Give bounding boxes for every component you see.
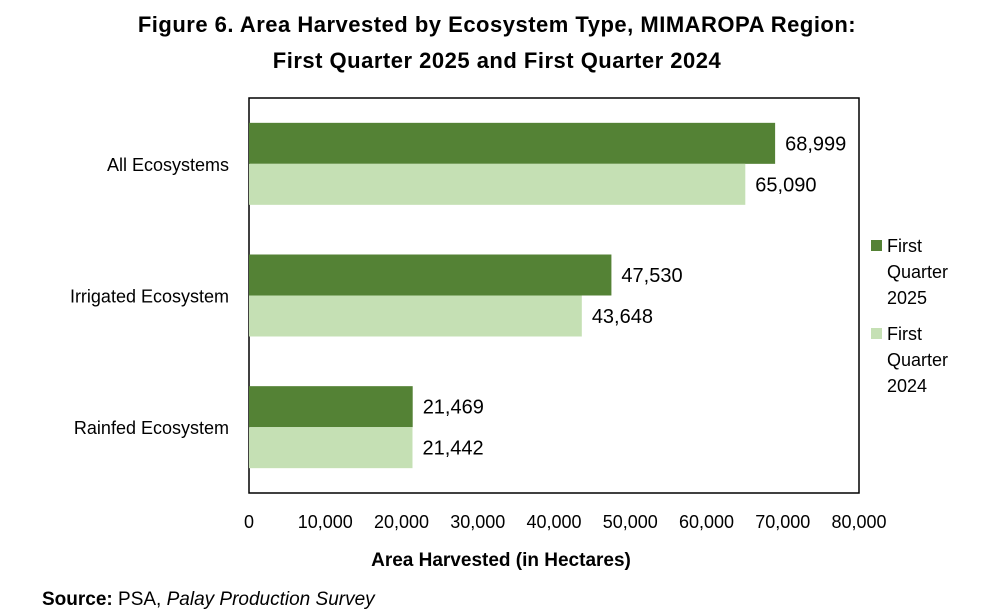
- bar-first-quarter-2024: [249, 427, 413, 469]
- category-label: Irrigated Ecosystem: [70, 287, 229, 307]
- x-tick-label: 20,000: [374, 512, 429, 532]
- chart-title-line-2: First Quarter 2025 and First Quarter 202…: [272, 48, 722, 73]
- x-tick-label: 50,000: [603, 512, 658, 532]
- bar-first-quarter-2025: [249, 254, 612, 296]
- x-tick-label: 30,000: [450, 512, 505, 532]
- data-label: 65,090: [755, 174, 816, 196]
- x-tick-label: 60,000: [679, 512, 734, 532]
- legend-swatch: [871, 328, 882, 339]
- legend-label: Quarter: [887, 350, 948, 370]
- data-label: 68,999: [785, 133, 846, 155]
- category-label: All Ecosystems: [107, 155, 229, 175]
- legend-label: First: [887, 236, 922, 256]
- legend-label: 2024: [887, 376, 927, 396]
- chart-title-line-1: Figure 6. Area Harvested by Ecosystem Ty…: [137, 12, 857, 37]
- legend-label: Quarter: [887, 262, 948, 282]
- legend-label: First: [887, 324, 922, 344]
- data-label: 21,442: [422, 438, 483, 460]
- source-note: Source: PSA, Palay Production Survey: [42, 589, 375, 611]
- legend-label: 2025: [887, 288, 927, 308]
- x-tick-label: 70,000: [755, 512, 810, 532]
- data-label: 47,530: [621, 265, 682, 287]
- source-agency: PSA,: [112, 589, 167, 610]
- source-label: Source:: [42, 589, 113, 610]
- x-tick-label: 80,000: [831, 512, 886, 532]
- x-tick-label: 0: [244, 512, 254, 532]
- bar-first-quarter-2025: [249, 122, 776, 164]
- bar-first-quarter-2024: [249, 163, 746, 205]
- x-tick-label: 10,000: [298, 512, 353, 532]
- bar-first-quarter-2024: [249, 295, 582, 337]
- x-axis-title: Area Harvested (in Hectares): [371, 550, 631, 571]
- bar-first-quarter-2025: [249, 386, 413, 428]
- x-tick-label: 40,000: [526, 512, 581, 532]
- category-label: Rainfed Ecosystem: [74, 418, 229, 438]
- source-survey: Palay Production Survey: [166, 589, 375, 610]
- data-label: 43,648: [592, 306, 653, 328]
- legend-swatch: [871, 240, 882, 251]
- data-label: 21,469: [423, 397, 484, 419]
